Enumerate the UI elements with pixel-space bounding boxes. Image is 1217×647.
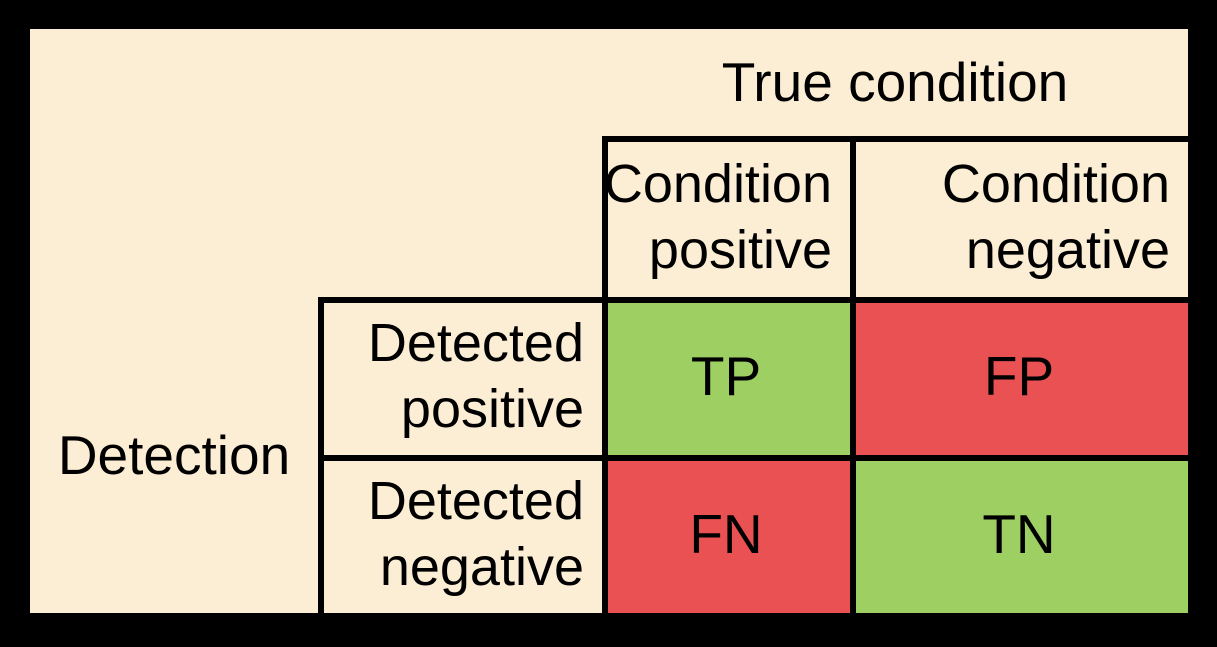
- grid-line-rowheader-left: [318, 297, 324, 613]
- cell-false-positive: FP: [850, 297, 1188, 455]
- cell-true-negative: TN: [850, 455, 1188, 613]
- column-header-line: Condition: [941, 153, 1170, 214]
- grid-line-header-top: [602, 136, 1188, 142]
- column-header-line: negative: [965, 219, 1170, 280]
- cell-false-negative: FN: [602, 455, 850, 613]
- row-header-line: positive: [400, 379, 584, 439]
- grid-line-column-divider-1: [602, 136, 608, 613]
- row-header-detected-positive: Detected positive: [318, 297, 602, 455]
- row-header-line: negative: [379, 537, 584, 597]
- row-axis-title: Detection: [57, 423, 291, 486]
- column-axis-title: True condition: [721, 51, 1069, 114]
- row-header-line: Detected: [367, 313, 584, 373]
- column-header-condition-negative: Condition negative: [850, 136, 1188, 297]
- column-header-line: positive: [648, 219, 832, 280]
- grid-line-column-divider-2: [850, 136, 856, 613]
- grid-line-header-bottom: [318, 297, 1188, 303]
- column-header-condition-positive: Condition positive: [602, 136, 850, 297]
- grid-line-row-divider: [318, 455, 1188, 461]
- row-header-detected-negative: Detected negative: [318, 455, 602, 613]
- row-header-line: Detected: [367, 471, 584, 531]
- column-header-line: Condition: [603, 153, 832, 214]
- cell-true-positive: TP: [602, 297, 850, 455]
- confusion-matrix-panel: True condition Detection Condition posit…: [30, 29, 1188, 613]
